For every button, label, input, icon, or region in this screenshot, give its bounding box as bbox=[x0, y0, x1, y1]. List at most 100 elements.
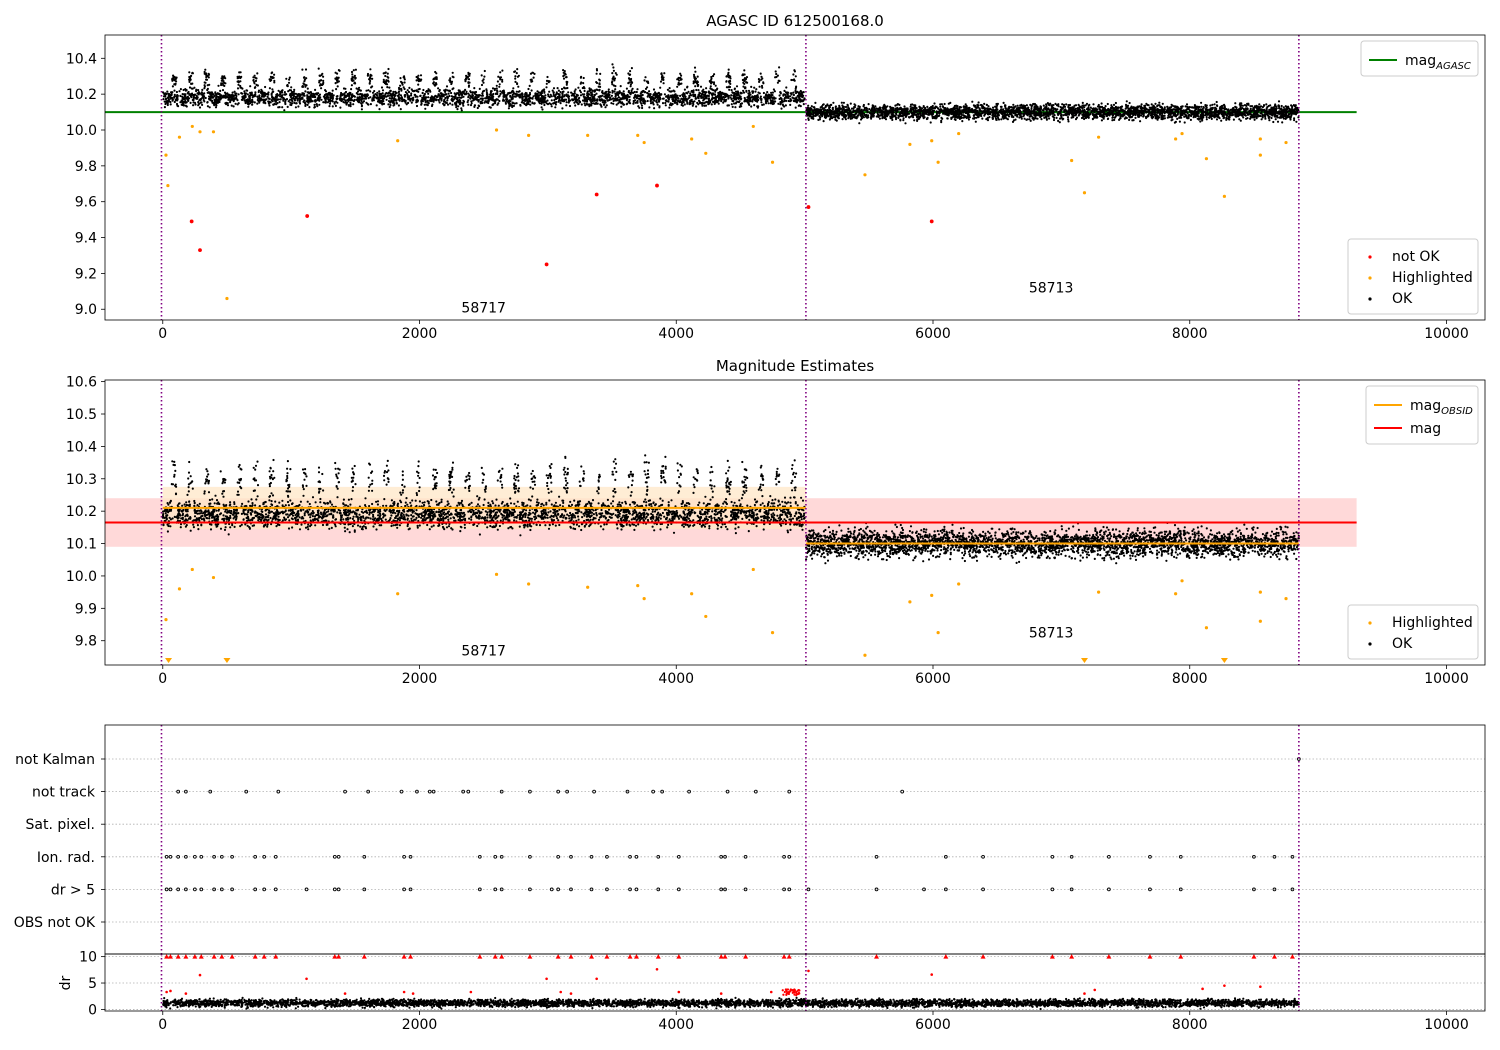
flag-event-marker bbox=[176, 887, 181, 892]
y-tick-label: 9.6 bbox=[75, 195, 97, 211]
dr-clipped-marker bbox=[167, 954, 173, 959]
flag-event-marker bbox=[874, 854, 879, 859]
dr-outlier-point bbox=[797, 992, 800, 996]
highlighted-point bbox=[211, 575, 216, 580]
dr-clipped-marker bbox=[1147, 954, 1153, 959]
highlighted-point bbox=[1082, 191, 1087, 195]
x-tick-label: 4000 bbox=[658, 671, 694, 687]
dr-clipped-marker bbox=[192, 954, 198, 959]
highlighted-point bbox=[636, 133, 640, 137]
dr-clipped-marker bbox=[211, 954, 217, 959]
highlighted-point bbox=[751, 567, 755, 572]
highlighted-point bbox=[1258, 137, 1262, 141]
legend-label: mag bbox=[1410, 421, 1441, 437]
highlighted-point bbox=[1222, 194, 1227, 198]
dr-outlier-point bbox=[343, 992, 347, 995]
dr-outlier-point bbox=[795, 991, 798, 995]
dr-outlier-point bbox=[786, 991, 789, 994]
highlighted-point bbox=[1070, 158, 1074, 163]
highlighted-point bbox=[642, 140, 646, 145]
dr-clipped-marker bbox=[408, 954, 414, 959]
y-tick-label: 9.2 bbox=[75, 266, 97, 282]
flag-event-marker bbox=[461, 789, 466, 794]
flag-event-marker bbox=[656, 854, 661, 859]
flag-event-marker bbox=[660, 789, 664, 794]
highlighted-point bbox=[1180, 579, 1184, 583]
y-tick-label: 9.8 bbox=[75, 634, 97, 650]
flag-event-marker bbox=[244, 789, 249, 794]
flag-event-marker bbox=[943, 887, 948, 892]
x-tick-label: 0 bbox=[158, 326, 167, 342]
dr-plot-frame bbox=[104, 953, 1486, 1012]
highlighted-point bbox=[936, 160, 940, 164]
dr-clipped-marker bbox=[718, 954, 724, 959]
dr-outlier-point bbox=[595, 977, 598, 981]
flag-category-label: dr > 5 bbox=[51, 882, 95, 898]
dr-clipped-marker bbox=[676, 954, 682, 959]
dr-clipped-marker bbox=[219, 954, 225, 959]
dr-clipped-marker bbox=[273, 954, 279, 959]
highlighted-point bbox=[396, 592, 400, 596]
y-tick-label: 10.2 bbox=[66, 504, 97, 520]
not-ok-point bbox=[655, 183, 659, 188]
dr-outlier-point bbox=[677, 990, 681, 994]
highlighted-point bbox=[198, 130, 202, 134]
dr-outlier-point bbox=[795, 994, 798, 997]
dr-outlier-point bbox=[769, 990, 773, 994]
lightcurve-panel: 0 2000 4000 6000 8000 10000 9.0 9.2 9.4 9.6 9.8 10.… bbox=[66, 12, 1486, 342]
legend-label: Highlighted bbox=[1392, 270, 1473, 286]
legend-label: OK bbox=[1392, 291, 1413, 307]
flag-event-marker bbox=[589, 887, 594, 892]
dr-clipped-marker bbox=[499, 954, 505, 959]
dr-clipped-marker bbox=[261, 954, 267, 959]
flag-event-marker bbox=[212, 854, 216, 859]
y-tick-label: 10.2 bbox=[66, 87, 97, 103]
highlighted-point bbox=[770, 160, 775, 164]
highlighted-point bbox=[1258, 153, 1262, 157]
highlighted-point bbox=[930, 593, 934, 597]
flag-event-marker bbox=[193, 854, 197, 859]
dr-clipped-marker bbox=[401, 954, 407, 959]
y-tick-label: 10.3 bbox=[66, 472, 97, 488]
flag-event-marker bbox=[556, 789, 561, 794]
flag-event-marker bbox=[399, 789, 404, 794]
highlighted-point bbox=[1284, 597, 1288, 601]
flag-event-marker bbox=[262, 854, 267, 859]
dr-clipped-marker bbox=[627, 954, 633, 959]
flag-event-marker bbox=[184, 887, 188, 892]
x-tick-label: 4000 bbox=[658, 1017, 694, 1033]
highlighted-point bbox=[190, 567, 194, 572]
y-tick-label: 5 bbox=[88, 976, 97, 992]
clipped-point-marker bbox=[165, 658, 173, 663]
flag-event-marker bbox=[628, 887, 632, 892]
dr-clipped-marker bbox=[633, 954, 639, 959]
x-tick-label: 8000 bbox=[1172, 1017, 1208, 1033]
x-tick-label: 2000 bbox=[402, 671, 438, 687]
highlighted-point bbox=[1204, 626, 1209, 630]
highlighted-point bbox=[494, 128, 499, 132]
flag-event-marker bbox=[184, 789, 188, 794]
flag-event-marker bbox=[605, 854, 609, 859]
y-tick-label: 9.0 bbox=[75, 302, 97, 318]
flag-event-marker bbox=[656, 887, 661, 892]
flag-event-marker bbox=[943, 854, 948, 859]
dr-obsid-boundaries bbox=[160, 954, 1300, 1011]
flag-event-marker bbox=[549, 887, 554, 892]
dr-outlier-point bbox=[798, 989, 801, 992]
flag-event-marker bbox=[1148, 887, 1152, 892]
y-tick-label: 10 bbox=[79, 950, 97, 966]
dr-outlier-point bbox=[1223, 984, 1226, 987]
flag-event-marker bbox=[723, 887, 727, 892]
legend-box bbox=[1347, 238, 1479, 315]
x-tick-label: 10000 bbox=[1424, 671, 1469, 687]
legend-box bbox=[1365, 385, 1479, 445]
magnitude-reference-lines bbox=[105, 506, 1357, 545]
x-tick-label: 2000 bbox=[402, 1017, 438, 1033]
x-tick-label: 6000 bbox=[915, 326, 951, 342]
highlighted-point bbox=[1204, 157, 1209, 161]
flag-event-marker bbox=[253, 854, 258, 859]
flag-event-marker bbox=[176, 789, 181, 794]
flag-event-marker bbox=[408, 854, 413, 859]
